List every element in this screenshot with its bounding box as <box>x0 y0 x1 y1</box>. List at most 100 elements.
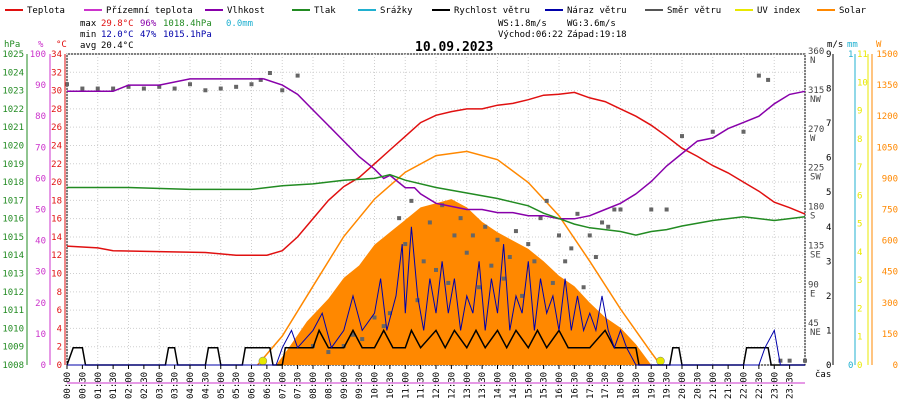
wind-dir-point <box>350 332 355 337</box>
temp-tick-label: 6 <box>57 306 62 316</box>
pct-tick-label: 50 <box>35 206 46 216</box>
wind-dir-point <box>606 224 611 229</box>
stat-min-temp: 12.0°C <box>101 30 134 40</box>
wind-dir-point <box>569 246 574 251</box>
wind-dir-point <box>172 86 177 91</box>
hpa-tick-label: 1012 <box>2 288 24 298</box>
ms-tick-label: 4 <box>826 223 831 233</box>
unit-c: °C <box>56 40 67 50</box>
wind-dir-point <box>234 84 239 89</box>
wind-dir-point <box>409 198 414 203</box>
pct-tick-label: 30 <box>35 268 46 278</box>
mm-tick-label: 0 <box>848 361 853 371</box>
x-tick-label: 14:30 <box>509 372 519 399</box>
wind-dir-point <box>538 216 543 221</box>
ms-tick-label: 1 <box>826 326 831 336</box>
unit-pct: % <box>38 40 44 50</box>
dir-tick-compass: W <box>810 134 816 144</box>
stat-min-hum: 47% <box>140 30 157 40</box>
legend-label-1: Přízemní teplota <box>106 6 193 16</box>
wind-dir-point <box>787 358 792 363</box>
pct-tick-label: 40 <box>35 237 46 247</box>
pct-tick-label: 10 <box>35 330 46 340</box>
x-tick-label: 03:00 <box>155 372 165 399</box>
legend-label-3: Tlak <box>314 6 336 16</box>
temp-tick-label: 22 <box>51 160 62 170</box>
x-tick-label: 19:00 <box>647 372 657 399</box>
wind-dir-point <box>157 84 162 89</box>
uv-tick-label: 7 <box>857 163 862 173</box>
ms-tick-label: 8 <box>826 85 831 95</box>
wind-dir-point <box>664 207 669 212</box>
dir-tick-compass: SW <box>810 173 821 183</box>
pct-tick-label: 100 <box>30 50 46 60</box>
uv-tick-label: 8 <box>857 135 862 145</box>
dir-tick-compass: NE <box>810 328 821 338</box>
dir-tick-label: 45 <box>808 319 819 329</box>
w-tick-label: 1200 <box>876 112 898 122</box>
legend-label-2: Vlhkost <box>227 6 265 16</box>
x-tick-label: 21:00 <box>709 372 719 399</box>
wind-dir-point <box>295 73 300 78</box>
unit-time: čas <box>815 369 831 380</box>
wind-dir-point <box>550 280 555 285</box>
x-tick-label: 00:30 <box>78 372 88 399</box>
temp-tick-label: 20 <box>51 178 62 188</box>
x-tick-label: 04:00 <box>186 372 196 399</box>
legend-label-6: Náraz větru <box>567 6 627 16</box>
dir-tick-compass: E <box>810 289 815 299</box>
dir-tick-compass: NW <box>810 95 821 105</box>
wind-dir-point <box>563 259 568 264</box>
pct-tick-label: 60 <box>35 174 46 184</box>
temp-tick-label: 26 <box>51 123 62 133</box>
wind-dir-point <box>415 298 420 303</box>
temp-tick-label: 18 <box>51 196 62 206</box>
wind-dir-point <box>581 285 586 290</box>
legend-label-9: Solar <box>839 6 867 16</box>
w-tick-label: 450 <box>882 268 898 278</box>
uv-marker-0 <box>258 356 268 366</box>
hpa-tick-label: 1025 <box>2 50 24 60</box>
wind-dir-point <box>218 86 223 91</box>
hpa-tick-label: 1011 <box>2 306 24 316</box>
temp-tick-label: 4 <box>57 324 62 334</box>
x-tick-label: 01:00 <box>94 372 104 399</box>
hpa-tick-label: 1022 <box>2 105 24 115</box>
wind-dir-point <box>489 263 494 268</box>
legend-label-8: UV index <box>757 6 801 16</box>
wind-dir-point <box>421 259 426 264</box>
w-tick-label: 600 <box>882 237 898 247</box>
wind-dir-point <box>741 129 746 134</box>
sunset-time: Západ:19:18 <box>567 30 627 40</box>
x-tick-label: 23:00 <box>770 372 780 399</box>
ms-tick-label: 2 <box>826 292 831 302</box>
x-tick-label: 04:30 <box>201 372 211 399</box>
x-tick-label: 17:30 <box>601 372 611 399</box>
ms-tick-label: 5 <box>826 188 831 198</box>
x-tick-label: 00:00 <box>63 372 73 399</box>
x-tick-label: 13:30 <box>478 372 488 399</box>
stat-max-hum: 96% <box>140 19 157 29</box>
stat-max-temp: 29.8°C <box>101 19 134 29</box>
wind-dir-point <box>458 216 463 221</box>
unit-w: W <box>876 40 882 50</box>
wind-dir-point <box>501 276 506 281</box>
hpa-tick-label: 1021 <box>2 123 24 133</box>
pressure-line <box>67 173 806 236</box>
wind-dir-point <box>483 224 488 229</box>
x-tick-label: 18:00 <box>617 372 627 399</box>
hpa-tick-label: 1013 <box>2 270 24 280</box>
pct-tick-label: 80 <box>35 112 46 122</box>
wind-dir-point <box>778 358 783 363</box>
wind-dir-point <box>341 343 346 348</box>
x-tick-label: 13:00 <box>463 372 473 399</box>
wind-dir-point <box>507 255 512 260</box>
dir-tick-label: 135 <box>808 241 824 251</box>
w-tick-label: 300 <box>882 299 898 309</box>
x-tick-label: 11:30 <box>417 372 427 399</box>
legend-label-5: Rychlost větru <box>454 6 530 16</box>
wind-dir-point <box>111 86 116 91</box>
temp-tick-label: 10 <box>51 270 62 280</box>
pct-tick-label: 0 <box>41 361 46 371</box>
